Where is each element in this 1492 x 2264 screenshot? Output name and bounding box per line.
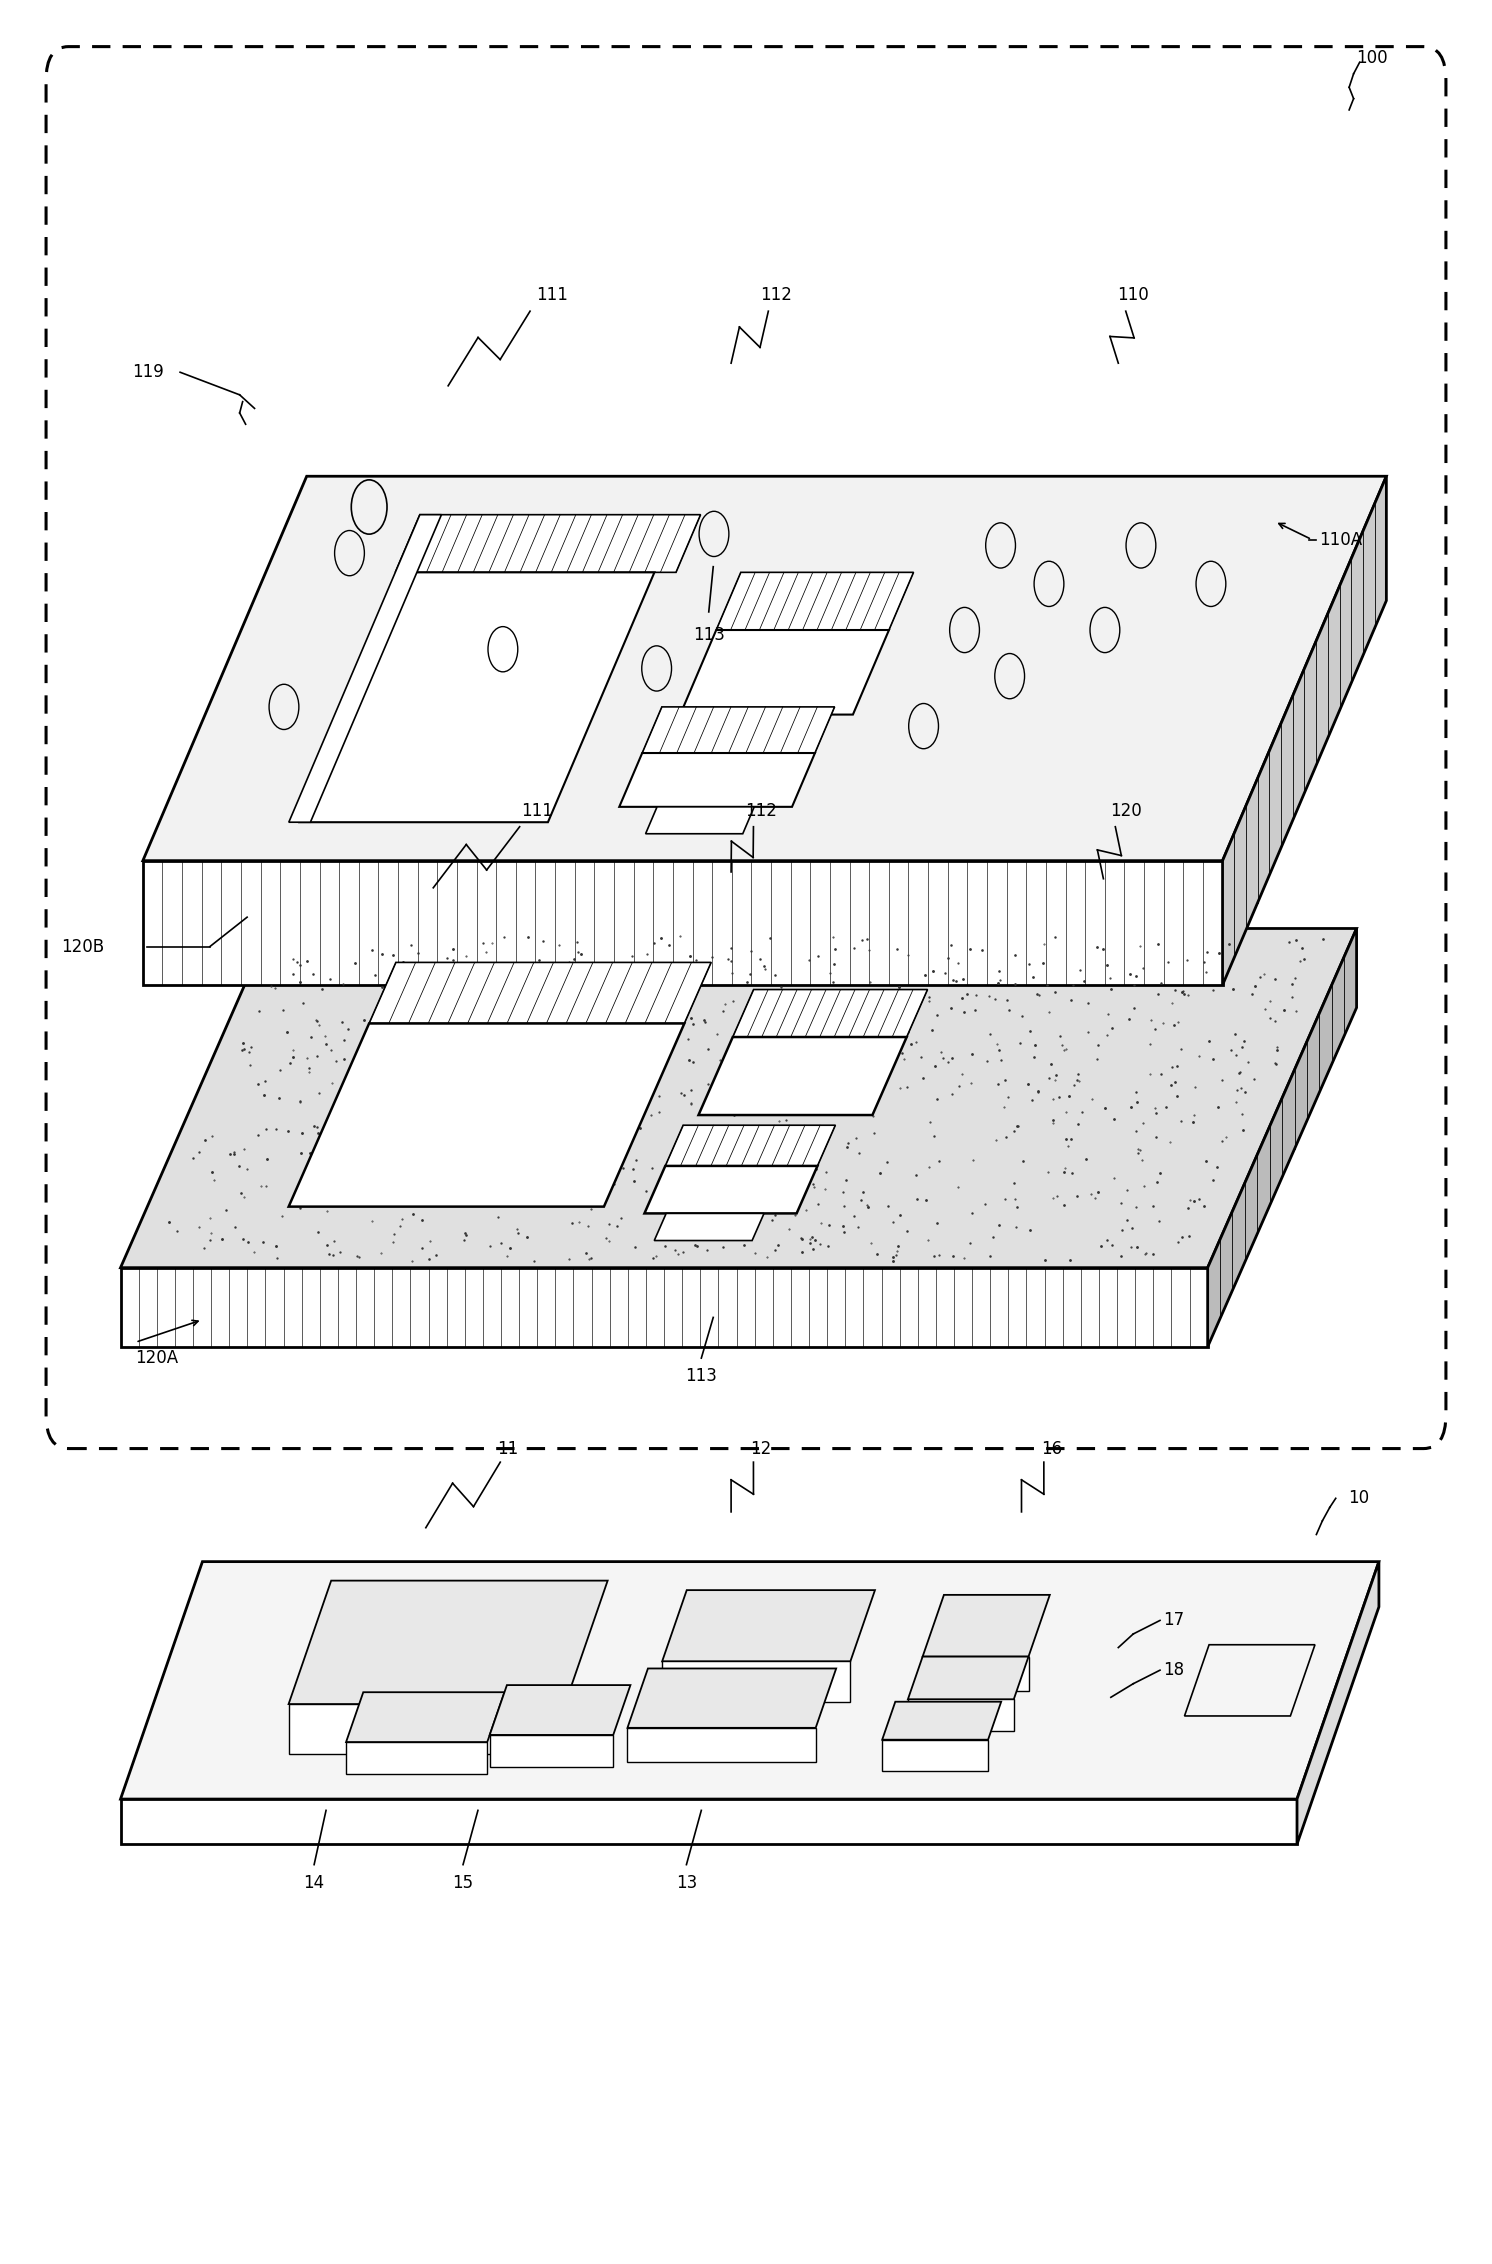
Text: 113: 113 [685,1367,718,1386]
Polygon shape [1222,475,1386,985]
Text: 120A: 120A [136,1349,179,1367]
Polygon shape [289,514,442,822]
Polygon shape [619,754,815,806]
Text: 13: 13 [676,1875,697,1893]
Polygon shape [288,1023,685,1207]
Text: 11: 11 [497,1440,518,1458]
Polygon shape [1185,1644,1314,1716]
Text: 14: 14 [303,1875,325,1893]
Polygon shape [907,1700,1013,1732]
Text: 120B: 120B [61,937,104,955]
Text: 17: 17 [1162,1612,1185,1630]
Polygon shape [907,1657,1028,1700]
Polygon shape [121,1268,1207,1347]
Polygon shape [143,475,1386,860]
Polygon shape [733,989,928,1037]
Text: 100: 100 [1356,50,1388,68]
Text: 119: 119 [133,362,164,380]
Polygon shape [662,1662,850,1703]
Polygon shape [346,1741,488,1773]
Text: 111: 111 [537,285,568,303]
Polygon shape [346,1691,504,1741]
Polygon shape [121,1562,1379,1800]
Text: 120: 120 [1110,801,1141,820]
Text: 110: 110 [1118,285,1149,303]
Polygon shape [716,573,913,629]
Polygon shape [121,928,1356,1268]
Polygon shape [489,1684,631,1734]
Polygon shape [143,860,1222,985]
Polygon shape [922,1657,1028,1691]
Polygon shape [642,706,834,754]
Polygon shape [1207,928,1356,1347]
Text: 18: 18 [1162,1662,1185,1680]
Polygon shape [300,573,655,822]
Text: 10: 10 [1347,1490,1368,1508]
Polygon shape [369,962,712,1023]
Polygon shape [288,1705,565,1755]
Text: 111: 111 [522,801,554,820]
Polygon shape [922,1594,1050,1657]
Polygon shape [882,1739,988,1770]
Text: 110A: 110A [1319,530,1362,548]
Polygon shape [395,514,701,573]
Polygon shape [680,629,889,715]
Polygon shape [121,1800,1297,1845]
Polygon shape [646,806,755,833]
Polygon shape [645,1166,818,1214]
Polygon shape [655,1214,764,1241]
Text: 16: 16 [1041,1440,1062,1458]
Polygon shape [665,1125,836,1166]
Polygon shape [882,1703,1001,1739]
Text: 112: 112 [745,801,777,820]
Text: 113: 113 [692,625,725,643]
Text: 12: 12 [750,1440,771,1458]
Polygon shape [628,1669,836,1727]
Text: 112: 112 [759,285,792,303]
Polygon shape [288,1580,607,1705]
Polygon shape [662,1589,874,1662]
Text: 15: 15 [452,1875,473,1893]
Polygon shape [698,1037,907,1116]
Polygon shape [628,1727,816,1761]
Polygon shape [1297,1562,1379,1845]
Polygon shape [489,1734,613,1766]
